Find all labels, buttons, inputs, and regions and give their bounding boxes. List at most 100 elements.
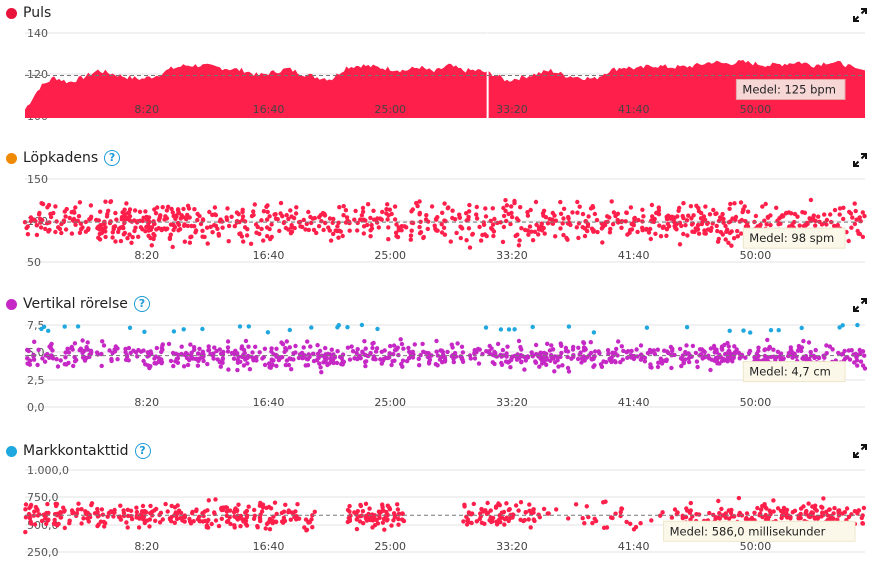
data-point: [224, 505, 230, 510]
data-point: [802, 210, 808, 215]
expand-icon[interactable]: [853, 444, 867, 458]
data-point: [283, 346, 288, 351]
data-point: [662, 358, 667, 363]
data-point: [596, 349, 601, 354]
data-point: [526, 517, 531, 522]
expand-icon[interactable]: [853, 298, 867, 312]
data-point: [140, 503, 146, 509]
help-icon[interactable]: ?: [134, 443, 151, 459]
data-point: [122, 207, 127, 212]
data-point: [585, 224, 591, 229]
data-point: [808, 197, 814, 203]
data-point: [104, 214, 110, 219]
data-point: [192, 207, 197, 212]
data-point: [759, 507, 764, 512]
data-point: [59, 230, 64, 236]
data-point: [98, 209, 103, 214]
help-icon[interactable]: ?: [133, 296, 150, 312]
data-point: [249, 213, 255, 219]
data-point: [727, 353, 733, 359]
data-point: [458, 235, 463, 241]
data-point: [721, 220, 726, 225]
data-point: [380, 502, 385, 507]
data-point: [504, 203, 510, 208]
data-point: [509, 214, 515, 220]
cadence-legend-dot: [6, 152, 17, 164]
data-point: [549, 343, 554, 348]
data-point: [288, 208, 293, 213]
data-point: [860, 521, 866, 526]
data-point: [275, 217, 280, 222]
data-point: [206, 498, 211, 503]
data-point: [304, 356, 309, 361]
y-tick-label: 250,0: [27, 546, 59, 559]
data-point: [363, 514, 369, 520]
expand-icon[interactable]: [853, 8, 867, 22]
data-point: [357, 519, 363, 524]
data-point: [492, 361, 497, 367]
data-point: [508, 221, 513, 227]
data-point: [541, 350, 547, 356]
data-point: [261, 209, 267, 214]
data-point: [83, 219, 89, 225]
data-point: [341, 359, 347, 365]
data-point: [78, 346, 84, 351]
data-point: [469, 520, 474, 526]
data-point: [531, 517, 536, 522]
data-point: [133, 350, 139, 355]
data-point: [226, 239, 231, 244]
data-point: [728, 510, 734, 516]
data-point: [396, 522, 401, 527]
data-point: [88, 203, 94, 208]
data-point: [460, 350, 466, 355]
data-point: [27, 362, 33, 367]
data-point: [753, 213, 759, 219]
data-point: [172, 505, 178, 510]
data-point: [128, 508, 134, 513]
data-point: [649, 518, 654, 523]
average-label-box: [663, 520, 856, 542]
data-point: [335, 349, 340, 354]
data-point: [46, 510, 51, 516]
heart-rate-area: [25, 60, 865, 118]
data-point: [822, 212, 827, 217]
data-point: [312, 509, 317, 514]
data-point: [714, 223, 719, 229]
data-point: [684, 343, 689, 348]
help-icon[interactable]: ?: [104, 150, 121, 166]
data-point: [276, 357, 282, 363]
data-point: [680, 515, 685, 521]
data-point: [226, 367, 231, 372]
data-point: [545, 341, 550, 346]
data-point: [483, 206, 488, 211]
data-point: [210, 230, 215, 235]
data-point: [701, 348, 706, 353]
data-point: [408, 237, 413, 242]
data-point: [259, 218, 264, 223]
data-point: [253, 344, 258, 349]
expand-icon[interactable]: [853, 153, 867, 167]
data-point: [672, 507, 678, 512]
data-point: [354, 350, 359, 356]
data-point: [63, 355, 68, 360]
data-point: [714, 350, 719, 355]
data-point: [82, 358, 88, 363]
data-point: [831, 511, 836, 516]
data-point: [187, 516, 192, 522]
data-point: [220, 507, 226, 513]
data-point: [396, 225, 401, 230]
data-point: [588, 340, 593, 345]
data-point: [62, 525, 67, 531]
data-point: [483, 325, 489, 330]
data-point: [310, 351, 316, 357]
data-point: [220, 225, 225, 230]
data-point: [699, 221, 704, 227]
data-point: [53, 229, 58, 235]
data-point: [74, 511, 80, 516]
data-point: [121, 513, 127, 519]
data-point: [286, 508, 291, 513]
data-point: [752, 510, 757, 515]
data-point: [727, 206, 732, 211]
data-point: [513, 503, 519, 508]
